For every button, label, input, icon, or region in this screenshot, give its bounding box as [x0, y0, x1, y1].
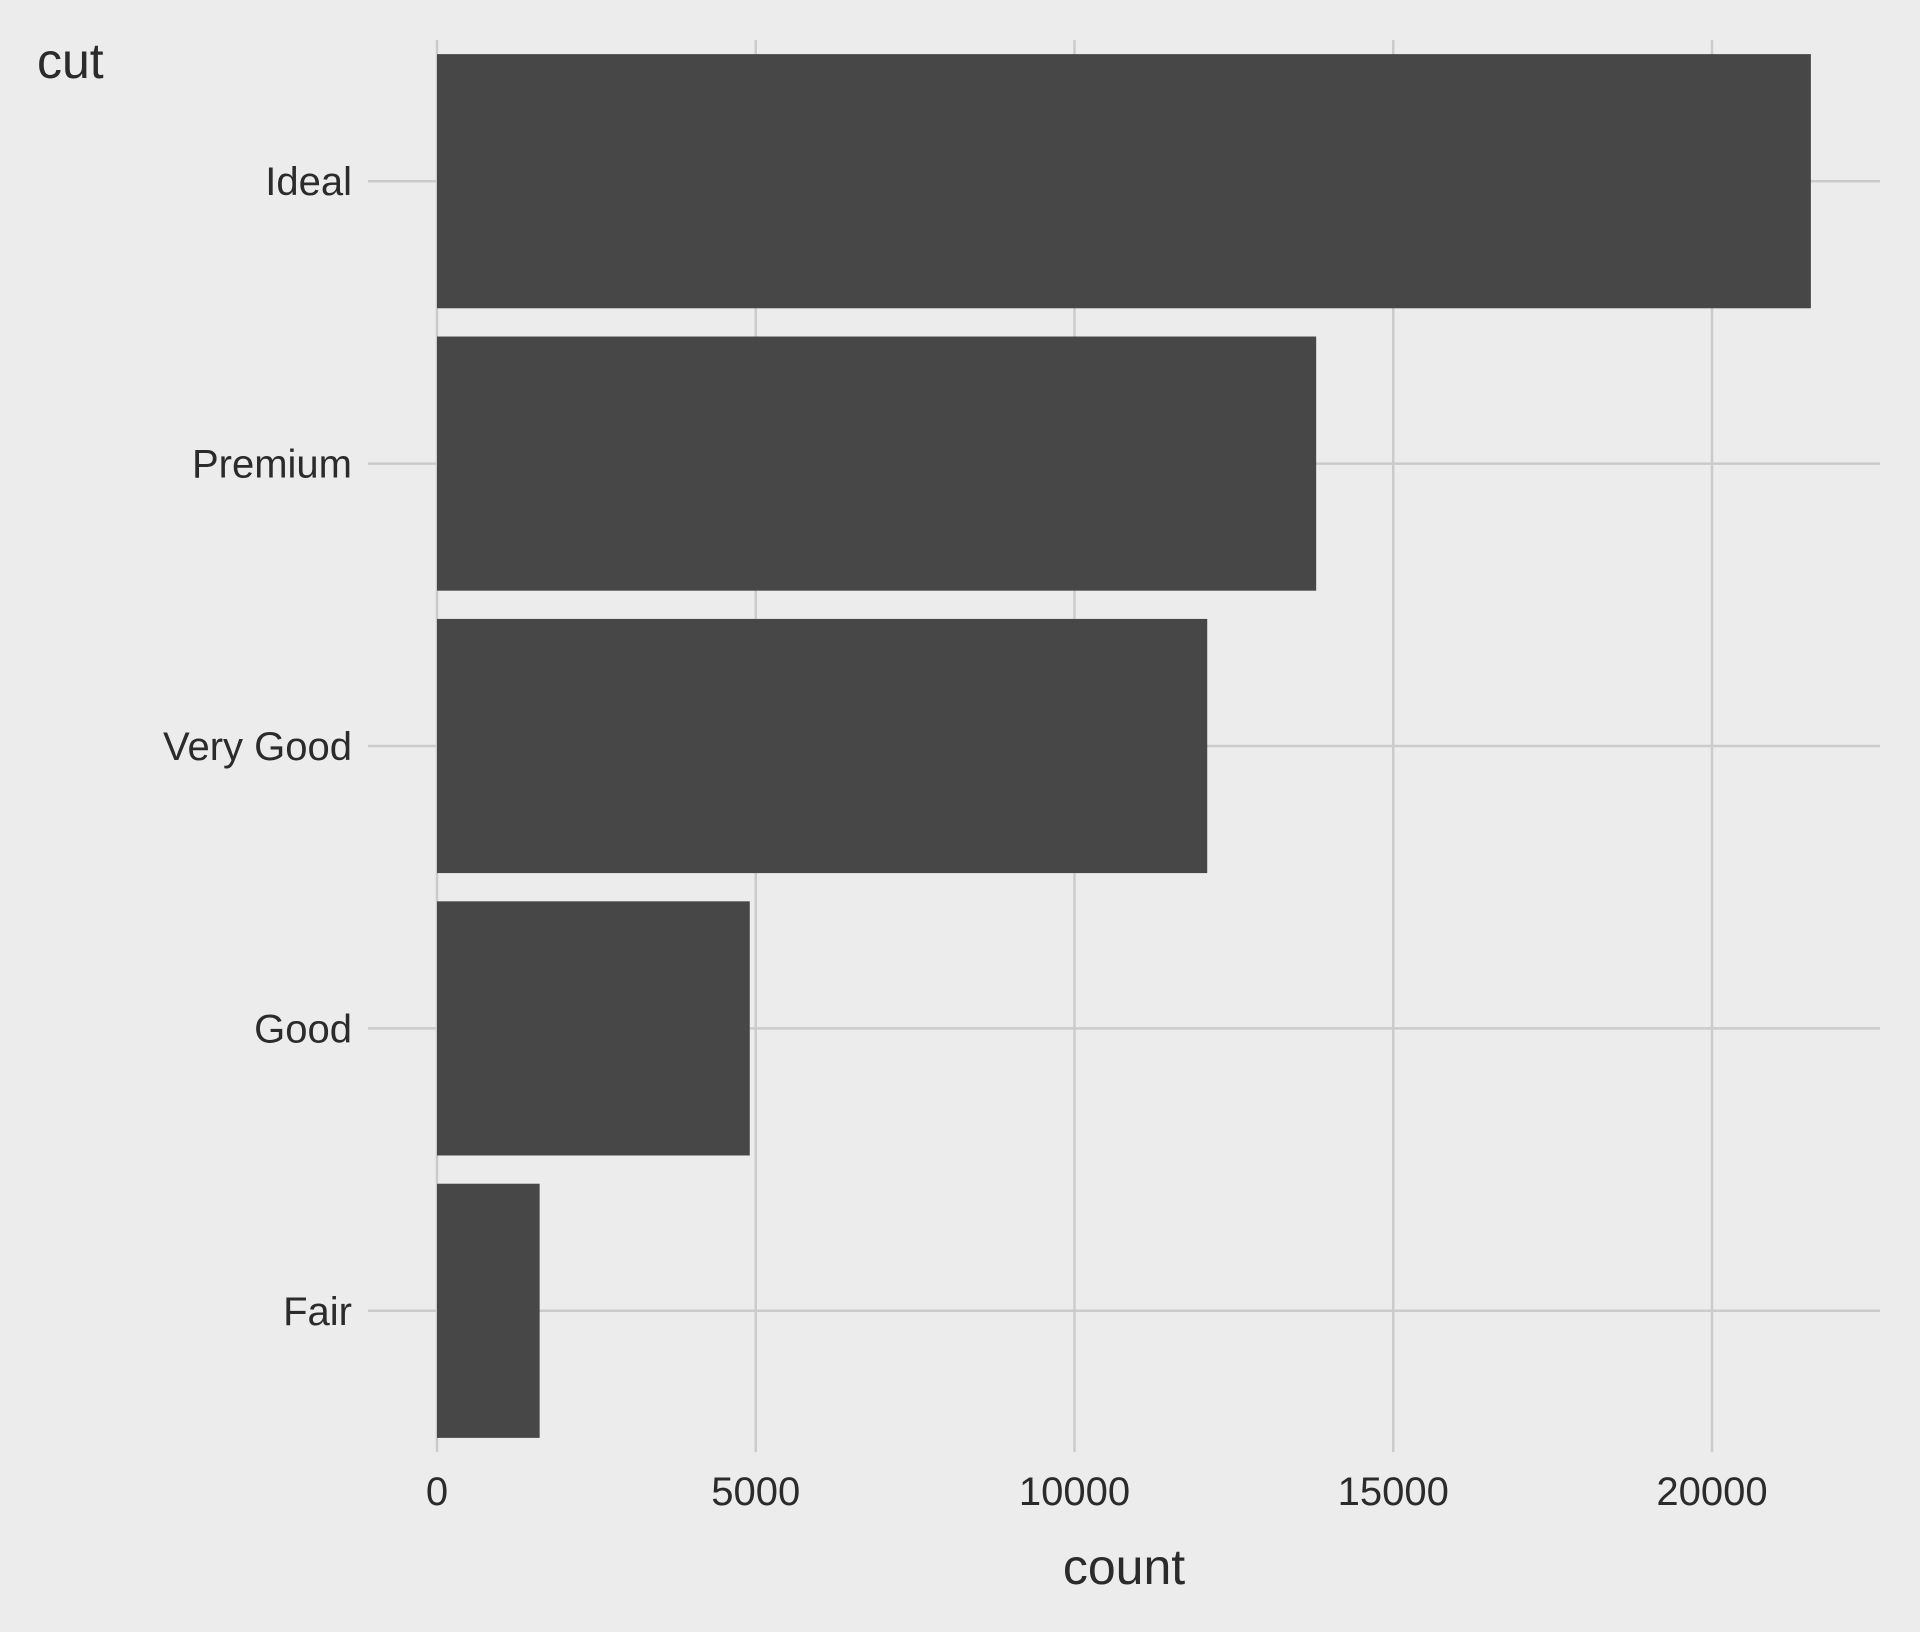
- x-tick-label: 0: [426, 1470, 448, 1514]
- x-tick-label: 10000: [1019, 1470, 1130, 1514]
- y-tick-label: Premium: [192, 443, 352, 487]
- bar-fair: [437, 1183, 540, 1438]
- x-tick-label: 15000: [1338, 1470, 1449, 1514]
- x-tick-label: 5000: [711, 1470, 800, 1514]
- y-axis-title: cut: [37, 33, 104, 89]
- label-layer: 0 5000 10000 15000 20000 Ideal Premium Very Goo…: [163, 160, 1768, 1514]
- bar-good: [437, 901, 750, 1156]
- bar-very-good: [437, 618, 1208, 874]
- y-tick-label: Good: [254, 1007, 352, 1051]
- bar-premium: [437, 336, 1317, 591]
- y-tick-label: Very Good: [163, 725, 352, 769]
- bar-layer: [437, 54, 1811, 1438]
- bar-ideal: [437, 54, 1811, 309]
- x-tick-label: 20000: [1656, 1470, 1767, 1514]
- y-tick-label: Fair: [283, 1290, 352, 1334]
- y-tick-label: Ideal: [265, 160, 352, 204]
- x-axis-title: count: [1063, 1539, 1185, 1595]
